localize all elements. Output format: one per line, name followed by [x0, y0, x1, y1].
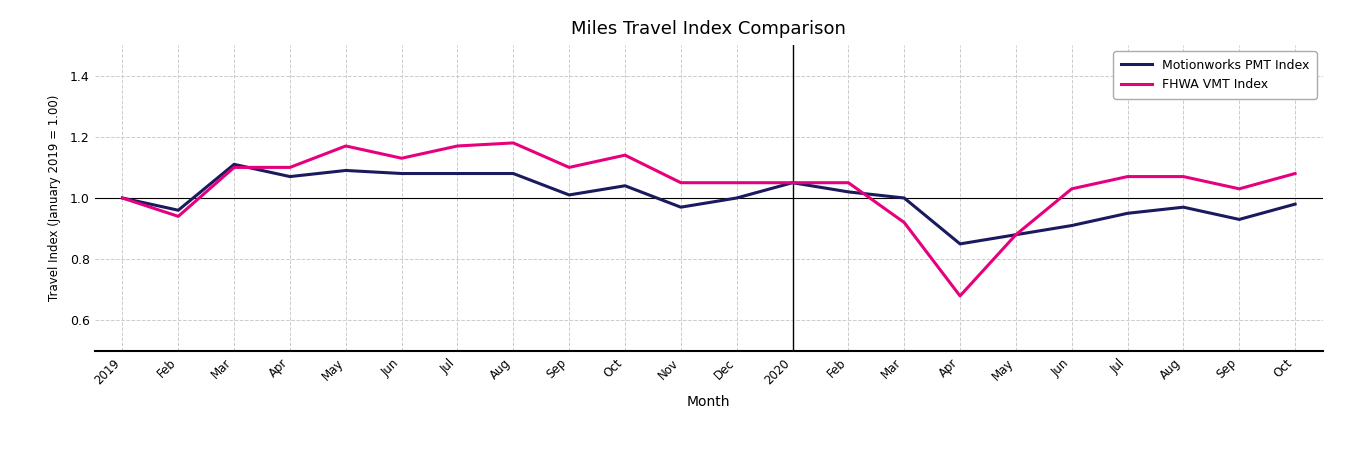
FHWA VMT Index: [115, 195, 131, 201]
FHWA VMT Index: [170, 214, 186, 219]
FHWA VMT Index: [617, 153, 633, 158]
Motionworks PMT Index: [282, 174, 298, 179]
Motionworks PMT Index: [784, 180, 801, 185]
Motionworks PMT Index: [1119, 211, 1135, 216]
Title: Miles Travel Index Comparison: Miles Travel Index Comparison: [571, 20, 846, 38]
FHWA VMT Index: [505, 140, 521, 146]
FHWA VMT Index: [450, 143, 466, 148]
FHWA VMT Index: [338, 143, 354, 148]
Motionworks PMT Index: [562, 192, 578, 198]
Motionworks PMT Index: [672, 204, 688, 210]
FHWA VMT Index: [1287, 171, 1303, 176]
Motionworks PMT Index: [170, 207, 186, 213]
Motionworks PMT Index: [338, 168, 354, 173]
FHWA VMT Index: [1231, 186, 1247, 192]
Motionworks PMT Index: [394, 171, 410, 176]
Motionworks PMT Index: [505, 171, 521, 176]
X-axis label: Month: Month: [687, 395, 730, 409]
FHWA VMT Index: [562, 165, 578, 170]
Motionworks PMT Index: [952, 241, 968, 247]
FHWA VMT Index: [225, 165, 242, 170]
Line: Motionworks PMT Index: Motionworks PMT Index: [123, 164, 1295, 244]
Line: FHWA VMT Index: FHWA VMT Index: [123, 143, 1295, 296]
FHWA VMT Index: [1007, 232, 1023, 238]
Motionworks PMT Index: [1231, 217, 1247, 222]
FHWA VMT Index: [840, 180, 856, 185]
FHWA VMT Index: [282, 165, 298, 170]
FHWA VMT Index: [896, 220, 913, 225]
FHWA VMT Index: [1064, 186, 1080, 192]
Legend: Motionworks PMT Index, FHWA VMT Index: Motionworks PMT Index, FHWA VMT Index: [1114, 51, 1316, 99]
FHWA VMT Index: [672, 180, 688, 185]
Motionworks PMT Index: [1007, 232, 1023, 238]
Motionworks PMT Index: [225, 162, 242, 167]
Motionworks PMT Index: [617, 183, 633, 189]
FHWA VMT Index: [952, 293, 968, 299]
Motionworks PMT Index: [1176, 204, 1192, 210]
Motionworks PMT Index: [840, 189, 856, 194]
Y-axis label: Travel Index (January 2019 = 1.00): Travel Index (January 2019 = 1.00): [49, 95, 61, 301]
Motionworks PMT Index: [896, 195, 913, 201]
FHWA VMT Index: [394, 156, 410, 161]
Motionworks PMT Index: [1287, 202, 1303, 207]
FHWA VMT Index: [784, 180, 801, 185]
Motionworks PMT Index: [1064, 223, 1080, 228]
Motionworks PMT Index: [450, 171, 466, 176]
FHWA VMT Index: [1176, 174, 1192, 179]
Motionworks PMT Index: [115, 195, 131, 201]
Motionworks PMT Index: [729, 195, 745, 201]
FHWA VMT Index: [729, 180, 745, 185]
FHWA VMT Index: [1119, 174, 1135, 179]
